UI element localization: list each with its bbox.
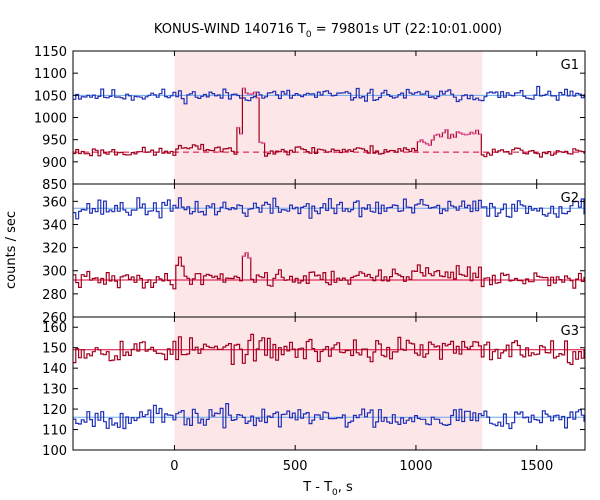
y-tick-label: 1000 <box>34 112 67 127</box>
y-tick-label: 140 <box>42 362 67 377</box>
shaded-interval <box>174 51 483 450</box>
panel-g3: 100 110 120 130 140 150 160 G3 <box>42 316 586 459</box>
y-tick-label: 110 <box>42 424 67 439</box>
y-tick-label: 850 <box>42 178 67 193</box>
series-g3-upper <box>73 403 585 430</box>
x-tick-label: 500 <box>283 459 308 474</box>
highlight-g1 <box>236 87 482 146</box>
panel-g2: 260 280 300 320 340 360 G2 <box>42 183 586 326</box>
chart-title: KONUS-WIND 140716 T0 = 79801s UT (22:10:… <box>154 22 502 40</box>
y-tick-label: 150 <box>42 342 67 357</box>
y-tick-label: 1050 <box>34 89 67 104</box>
x-tick-label: 1000 <box>399 459 432 474</box>
panel-label-g3: G3 <box>561 324 579 339</box>
highlight-g2 <box>242 252 251 259</box>
y-tick-label: 100 <box>42 444 67 459</box>
y-tick-label: 280 <box>42 288 67 303</box>
series-g3-lower <box>73 333 585 365</box>
y-tick-label: 950 <box>42 134 67 149</box>
y-tick-label: 340 <box>42 218 67 233</box>
y-tick-label: 300 <box>42 265 67 280</box>
panel-g1: 850 900 950 1000 1050 1100 1150 G1 <box>34 45 586 193</box>
y-tick-label: 360 <box>42 195 67 210</box>
x-tick-label: 1500 <box>520 459 553 474</box>
series-g1-lower <box>73 87 585 158</box>
y-tick-label: 900 <box>42 156 67 171</box>
y-tick-label: 260 <box>42 311 67 326</box>
panel-frame-g3 <box>72 316 586 451</box>
y-axis-label: counts / sec <box>4 211 19 289</box>
y-tick-label: 1100 <box>34 67 67 82</box>
y-tick-label: 1150 <box>34 45 67 60</box>
x-axis-label: T - T0, s <box>302 480 353 498</box>
series-g2-upper <box>73 197 585 220</box>
series-g1-upper <box>73 85 585 105</box>
y-tick-label: 160 <box>42 321 67 336</box>
panel-label-g1: G1 <box>561 58 579 73</box>
y-tick-label: 320 <box>42 242 67 257</box>
series-g2-lower <box>73 252 585 290</box>
y-tick-label: 130 <box>42 383 67 398</box>
x-tick-label: 0 <box>170 459 178 474</box>
y-tick-label: 120 <box>42 403 67 418</box>
panel-label-g2: G2 <box>561 191 579 206</box>
panels-group: 8509009501000105011001150G12602803003203… <box>34 45 586 474</box>
